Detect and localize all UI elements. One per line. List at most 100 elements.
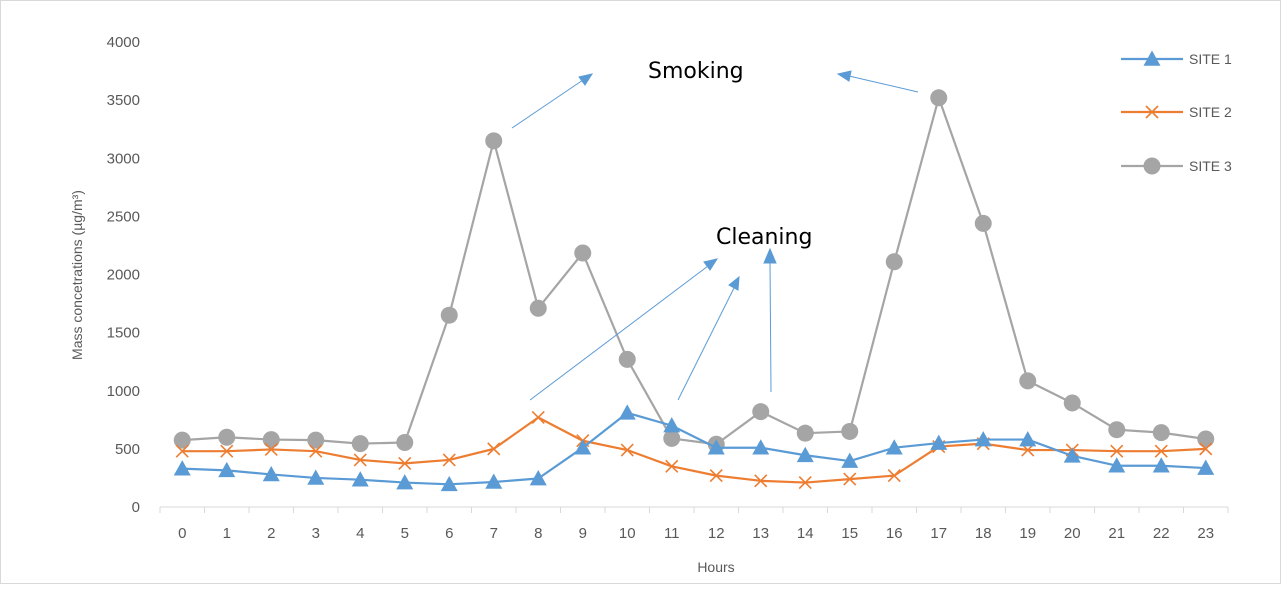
cleaning-arrow-2-head: [728, 275, 740, 291]
site-1-point: [1108, 457, 1126, 473]
site-2-point: [798, 476, 812, 490]
site-3-point: [1019, 372, 1037, 390]
site-1-point: [796, 446, 814, 463]
x-tick-label: 12: [708, 525, 725, 542]
x-tick-label: 3: [312, 525, 320, 542]
x-tick-label: 4: [356, 525, 364, 542]
site-3-point: [930, 89, 948, 107]
site-2-point-stroke: [264, 442, 278, 457]
x-tick-label: 9: [579, 525, 587, 542]
site-1-point: [974, 431, 992, 447]
smoking-arrow-2-head: [836, 70, 852, 82]
site-1-point: [351, 471, 369, 487]
site-2-point-stroke: [754, 474, 768, 488]
site-2-point-stroke: [398, 456, 412, 470]
site-2-point: [887, 469, 901, 483]
site-1-point: [529, 470, 547, 486]
x-tick-label: 10: [619, 525, 636, 542]
site-3-point: [173, 431, 191, 449]
x-tick-label: 23: [1197, 525, 1214, 542]
site-3-point: [1197, 430, 1215, 448]
site-2-point: [531, 410, 545, 425]
site-3-point: [841, 422, 859, 440]
legend-marker-site-1: [1143, 50, 1161, 66]
site-3-point: [885, 253, 903, 271]
site-1-point: [485, 473, 503, 489]
site-2-point-stroke: [220, 444, 234, 458]
cleaning-arrow-3-head: [763, 247, 777, 264]
site-2-point-stroke: [620, 443, 634, 457]
y-tick-label: 1500: [107, 325, 140, 342]
y-tick-label: 0: [132, 499, 140, 516]
smoking-arrow-2: [848, 75, 919, 93]
site-2-series: [175, 410, 1213, 490]
smoking-arrow-1: [511, 79, 584, 129]
site-1-point: [218, 461, 236, 478]
legend-label-site-2: SITE 2: [1189, 104, 1232, 120]
legend-label-site-3: SITE 3: [1189, 158, 1232, 174]
y-tick-label: 4000: [107, 34, 140, 51]
x-tick-label: 8: [534, 525, 542, 542]
site-1-point: [262, 465, 280, 482]
site-2-point-stroke: [709, 469, 723, 483]
cleaning-arrow-1: [529, 265, 709, 401]
site-2-point-stroke: [353, 453, 367, 467]
site-3-point: [440, 306, 458, 324]
site-2-point-stroke: [309, 444, 323, 458]
legend-entry-site-2: SITE 2: [1121, 104, 1232, 120]
series-layer: [173, 89, 1215, 492]
cleaning-arrow-2: [677, 287, 735, 401]
site-2-point-stroke: [487, 442, 501, 456]
y-tick-label: 500: [115, 441, 140, 458]
site-2-point: [1199, 442, 1213, 456]
site-3-point: [796, 424, 814, 442]
smoking-annotation: Smoking: [648, 59, 744, 84]
site-2-point: [264, 442, 278, 457]
site-3-point: [1152, 424, 1170, 442]
x-tick-label: 20: [1064, 525, 1081, 542]
y-tick-label: 3000: [107, 150, 140, 167]
site-1-point: [1063, 447, 1081, 463]
site-3-point: [351, 435, 369, 453]
site-1-point: [930, 434, 948, 450]
site-3-point: [974, 214, 992, 232]
y-axis-ticks: 0 500 1000 1500 2000 2500 3000 3500 4000: [107, 34, 140, 516]
site-2-point: [442, 453, 456, 467]
site-1-point: [752, 439, 770, 455]
site-1-point: [396, 474, 414, 490]
site-2-point-stroke: [798, 476, 812, 490]
legend-marker-site-2: [1145, 105, 1159, 119]
site-2-point: [1154, 444, 1168, 458]
site-2-point-stroke: [442, 453, 456, 467]
x-tick-label: 0: [178, 525, 186, 542]
x-tick-label: 13: [752, 525, 769, 542]
site-1-line: [182, 411, 1206, 486]
site-1-point: [440, 475, 458, 492]
site-1-point: [173, 460, 191, 476]
site-1-point: [1197, 459, 1215, 475]
site-2-point: [398, 456, 412, 470]
legend-marker-site-3: [1143, 157, 1161, 175]
y-axis-title: Mass concetrations (µg/m³): [69, 190, 85, 360]
site-3-point: [618, 350, 636, 368]
site-2-point: [487, 442, 501, 456]
site-3-point: [752, 403, 770, 421]
y-tick-label: 3500: [107, 92, 140, 109]
site-1-point: [885, 439, 903, 455]
x-tick-label: 14: [797, 525, 814, 542]
legend-entry-site-3: SITE 3: [1121, 157, 1232, 175]
site-2-point: [353, 453, 367, 467]
site-1-point: [574, 439, 592, 455]
site-1-point: [1152, 457, 1170, 473]
site-3-point: [663, 429, 681, 447]
site-1-point: [841, 452, 859, 468]
site-1-point: [707, 439, 725, 455]
site-2-point: [309, 444, 323, 458]
site-2-point-stroke: [887, 469, 901, 483]
site-3-point: [529, 299, 547, 317]
cleaning-annotation: Cleaning: [716, 225, 812, 250]
legend-label-site-1: SITE 1: [1189, 51, 1232, 67]
legend-marker-site-2-stroke: [1145, 105, 1159, 119]
